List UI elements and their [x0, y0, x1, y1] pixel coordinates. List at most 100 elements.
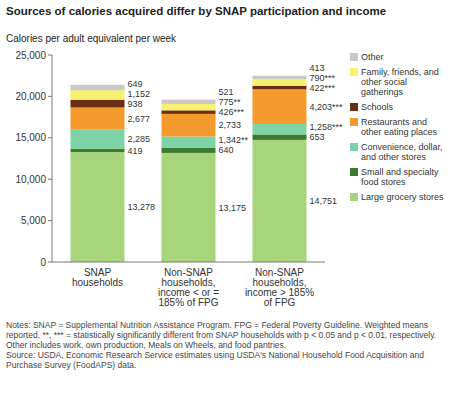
legend-label: Schools [361, 102, 394, 112]
legend-label: Restaurants andother eating places [361, 117, 438, 137]
text-line: Notes: SNAP = Supplemental Nutrition Ass… [6, 320, 428, 330]
text-line: and other stores [361, 152, 427, 162]
text-line: food stores [361, 177, 406, 187]
bar-segment [162, 100, 216, 104]
bar-segment [253, 134, 307, 139]
text-line: other social [361, 77, 407, 87]
data-label: 938 [128, 99, 143, 109]
y-tick [48, 96, 52, 97]
bar-segment [162, 153, 216, 262]
text-line: Family, friends, and [361, 67, 439, 77]
text-line: 185% of FPG [158, 297, 218, 308]
legend-swatch [350, 53, 358, 61]
data-label: 653 [310, 132, 325, 142]
data-label: 4,203*** [310, 102, 344, 112]
x-tick-label: Non-SNAPhouseholds,income < or =185% of … [158, 267, 219, 308]
data-label: 2,677 [128, 114, 151, 124]
text-line: Small and specialty [361, 167, 439, 177]
y-tick-label: 0 [40, 257, 46, 268]
bar-segment [162, 114, 216, 137]
legend-swatch [350, 68, 358, 76]
data-label: 13,278 [128, 202, 156, 212]
data-label: 14,751 [310, 196, 338, 206]
text-line: reported. **, *** = statistically signif… [6, 330, 436, 340]
text-line: Other [361, 52, 384, 62]
bar-segment [253, 76, 307, 79]
y-tick [48, 179, 52, 180]
bar-segment [253, 140, 307, 262]
y-tick [48, 55, 52, 56]
y-axis: 0 5,000 10,000 15,000 20,000 25,000 [15, 50, 52, 268]
bar-segment [162, 137, 216, 148]
legend-label: Small and specialtyfood stores [361, 167, 439, 187]
bars [71, 76, 307, 262]
y-tick-label: 25,000 [15, 50, 46, 61]
text-line: Purchase Survey (FoodAPS) data. [6, 360, 136, 370]
bar-segment [253, 79, 307, 86]
y-axis-label: Calories per adult equivalent per week [6, 33, 177, 44]
bar-segment [71, 108, 125, 130]
data-label: 1,342** [219, 135, 249, 145]
bar-segment [162, 148, 216, 153]
legend-label: Convenience, dollar,and other stores [361, 142, 443, 162]
y-tick-label: 10,000 [15, 174, 46, 185]
text-line: Source: USDA, Economic Research Service … [6, 350, 424, 360]
x-tick-label: Non-SNAPhouseholds,income > 185%of FPG [245, 267, 314, 308]
legend-label: Other [361, 52, 384, 62]
bar-segment [71, 152, 125, 262]
bar-segment [162, 104, 216, 110]
text-line: gatherings [361, 87, 404, 97]
bar-segment [253, 124, 307, 134]
y-tick-label: 20,000 [15, 91, 46, 102]
text-line: of FPG [264, 297, 296, 308]
bar-segment [71, 149, 125, 152]
text-line: Large grocery stores [361, 192, 444, 202]
legend [350, 53, 358, 201]
text-line: households [72, 277, 123, 288]
legend-label: Large grocery stores [361, 192, 444, 202]
bar-segment [162, 110, 216, 114]
bar-segment [71, 90, 125, 100]
chart: Sources of calories acquired differ by S… [0, 0, 450, 404]
data-labels: 13,2784192,2852,6779381,15264913,1756401… [128, 63, 344, 213]
data-label: 640 [219, 145, 234, 155]
source: Source: USDA, Economic Research Service … [6, 350, 424, 370]
data-label: 13,175 [219, 203, 247, 213]
data-label: 790*** [310, 73, 336, 83]
y-tick-label: 15,000 [15, 132, 46, 143]
legend-swatch [350, 143, 358, 151]
data-label: 2,733 [219, 120, 242, 130]
data-label: 521 [219, 87, 234, 97]
bar-segment [253, 89, 307, 124]
legend-swatch [350, 168, 358, 176]
legend-swatch [350, 193, 358, 201]
data-label: 413 [310, 63, 325, 73]
y-tick [48, 137, 52, 138]
data-label: 1,152 [128, 89, 151, 99]
bar-segment [253, 86, 307, 89]
bar-segment [71, 130, 125, 149]
data-label: 649 [128, 79, 143, 89]
data-label: 422*** [310, 83, 336, 93]
data-label: 426*** [219, 107, 245, 117]
legend-swatch [350, 103, 358, 111]
notes: Notes: SNAP = Supplemental Nutrition Ass… [6, 320, 436, 350]
y-tick [48, 220, 52, 221]
data-label: 2,285 [128, 134, 151, 144]
x-tick-label: SNAPhouseholds [72, 267, 123, 288]
text-line: Schools [361, 102, 394, 112]
text-line: Restaurants and [361, 117, 427, 127]
text-line: Convenience, dollar, [361, 142, 443, 152]
data-label: 775** [219, 97, 242, 107]
text-line: other eating places [361, 127, 438, 137]
x-axis-line [52, 262, 325, 263]
y-tick [48, 262, 52, 263]
data-label: 1,258*** [310, 122, 344, 132]
title: Sources of calories acquired differ by S… [6, 5, 386, 17]
legend-swatch [350, 118, 358, 126]
bar-segment [71, 85, 125, 90]
y-tick-label: 5,000 [21, 215, 46, 226]
data-label: 419 [128, 146, 143, 156]
y-axis-line [52, 55, 53, 262]
text-line: Other includes work, own production, Mea… [6, 340, 286, 350]
